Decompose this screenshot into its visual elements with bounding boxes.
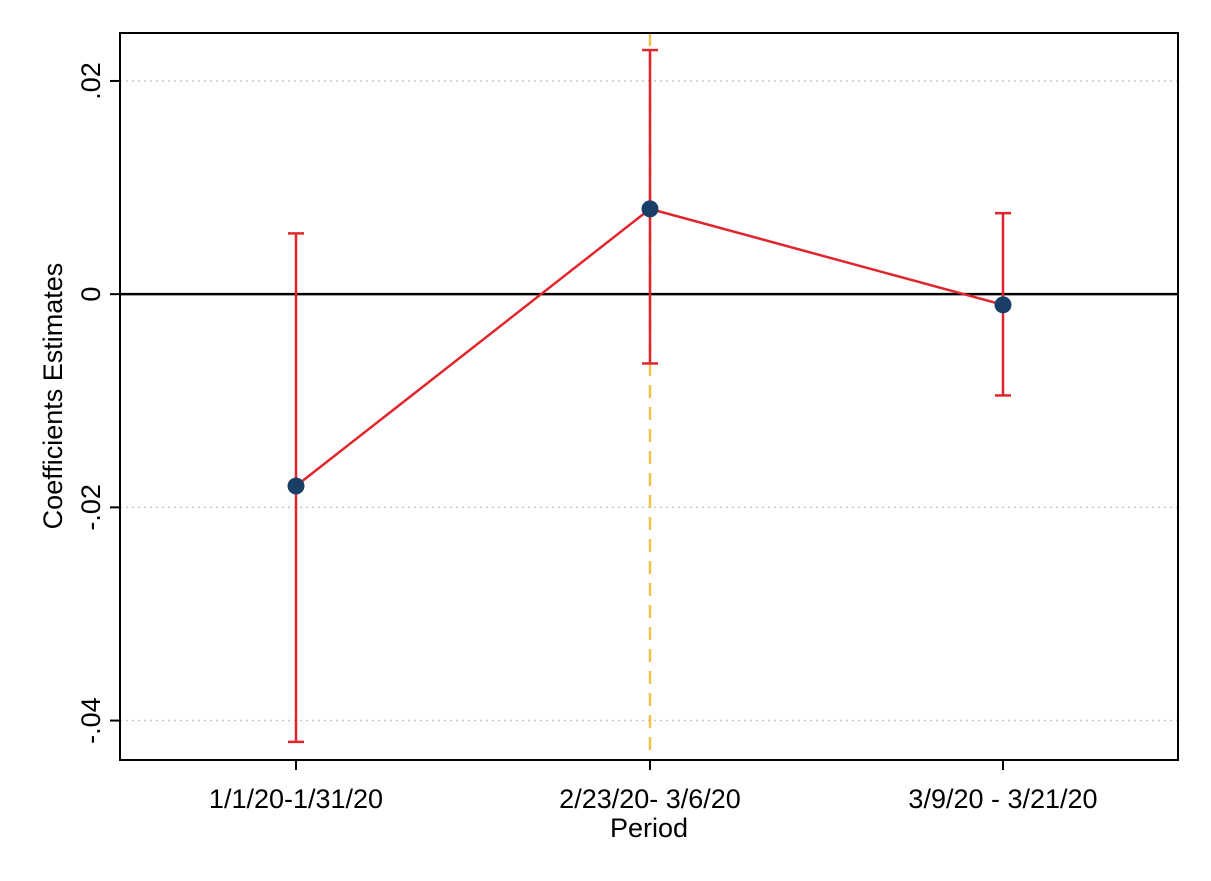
x-tick-label: 1/1/20-1/31/20 bbox=[209, 784, 383, 814]
y-tick-label: -.04 bbox=[76, 697, 106, 744]
x-axis-ticks: 1/1/20-1/31/20 2/23/20- 3/6/20 3/9/20 - 3/… bbox=[209, 760, 1098, 814]
y-tick-label: -.02 bbox=[76, 484, 106, 531]
data-point bbox=[287, 477, 305, 495]
data-point bbox=[641, 200, 659, 218]
data-points bbox=[287, 200, 1012, 495]
x-tick-label: 2/23/20- 3/6/20 bbox=[559, 784, 741, 814]
y-axis-title: Coefficients Estimates bbox=[38, 263, 68, 530]
y-axis-ticks: -.04 -.02 0 .02 bbox=[76, 62, 120, 744]
data-point bbox=[994, 296, 1012, 314]
y-tick-label: 0 bbox=[76, 287, 106, 302]
y-tick-label: .02 bbox=[76, 62, 106, 100]
x-tick-label: 3/9/20 - 3/21/20 bbox=[908, 784, 1097, 814]
x-axis-title: Period bbox=[610, 813, 688, 843]
